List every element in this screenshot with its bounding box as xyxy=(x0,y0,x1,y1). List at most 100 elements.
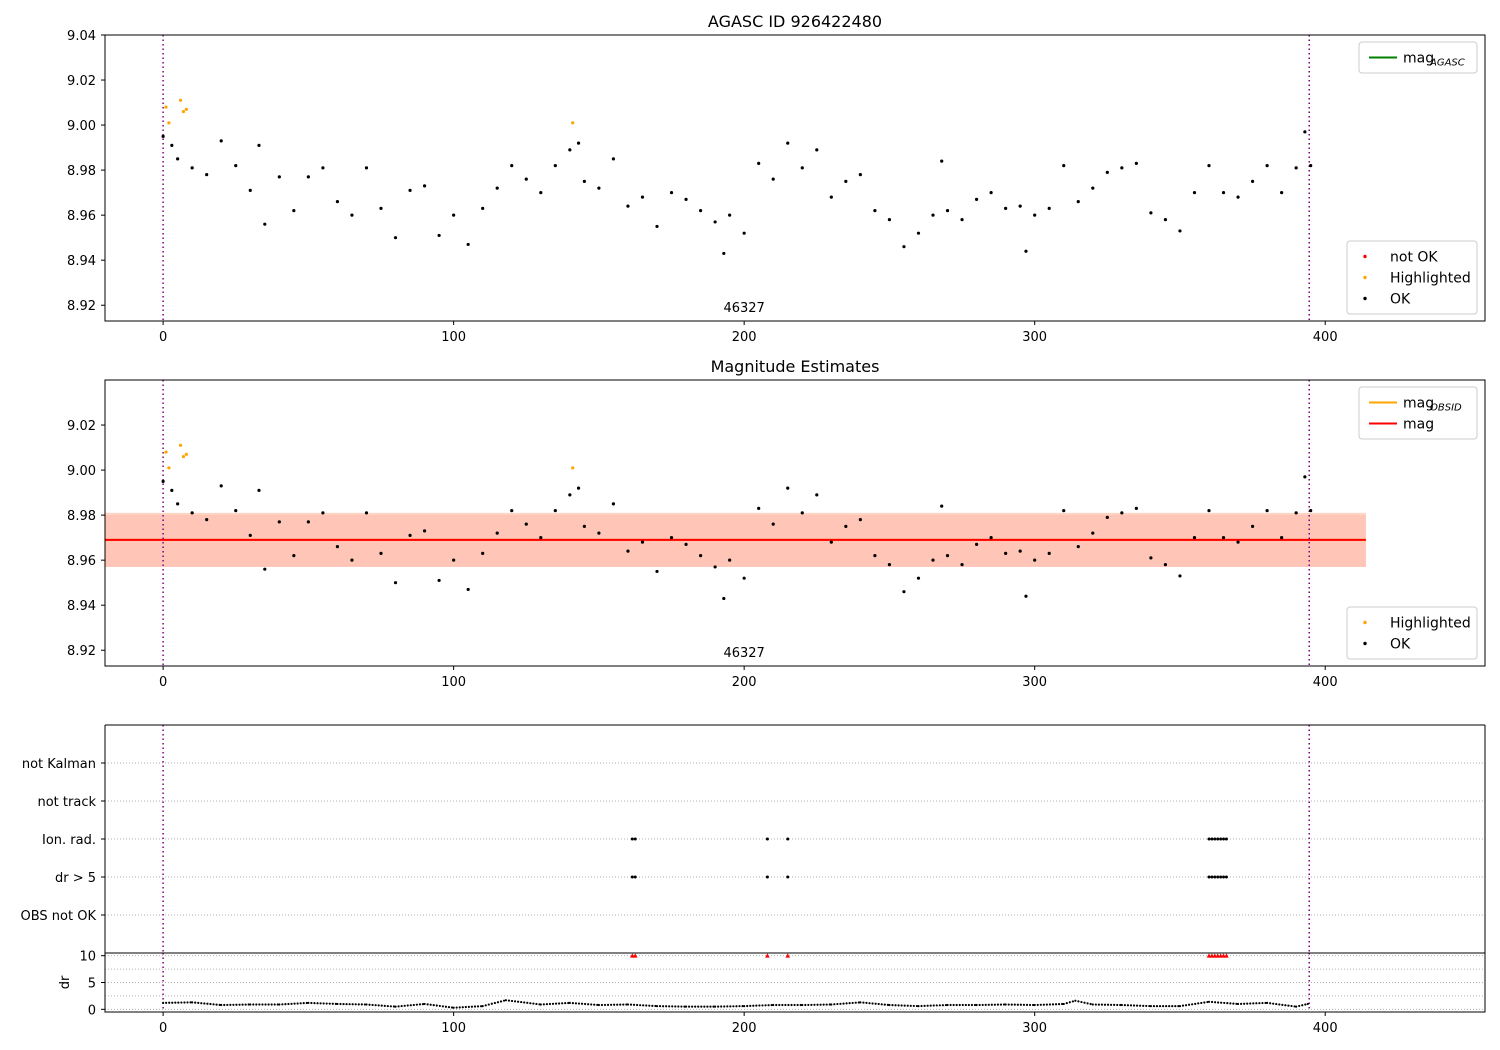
ok-point xyxy=(495,531,499,535)
dr-point xyxy=(177,1001,180,1004)
ok-point xyxy=(408,533,412,537)
legend-label: not OK xyxy=(1390,250,1438,266)
y-tick-label: 5 xyxy=(88,977,96,992)
flag-category-label: OBS not OK xyxy=(21,909,97,924)
dr-point xyxy=(392,1005,396,1008)
ok-point xyxy=(815,148,819,152)
flag-point xyxy=(1224,837,1228,841)
dr-point xyxy=(651,1004,654,1007)
dr-point xyxy=(816,1003,819,1006)
dr-point xyxy=(883,1003,886,1006)
ok-point xyxy=(940,504,944,508)
ok-point xyxy=(626,549,630,553)
dr-point xyxy=(900,1004,903,1007)
ok-point xyxy=(1178,574,1182,578)
dr-point xyxy=(1086,1002,1089,1005)
obsid-annotation: 46327 xyxy=(723,646,764,661)
dr-point xyxy=(758,1004,761,1007)
x-tick-label: 300 xyxy=(1022,675,1047,690)
ok-point xyxy=(940,159,944,163)
ok-point xyxy=(335,545,340,549)
ok-point xyxy=(1091,186,1095,190)
ok-point xyxy=(1105,515,1109,519)
dr-point xyxy=(270,1003,273,1006)
dr-point xyxy=(377,1004,380,1007)
dr-point xyxy=(476,1005,480,1008)
ok-point xyxy=(640,195,645,199)
dr-point xyxy=(975,1003,978,1007)
dr-point xyxy=(645,1004,648,1007)
ok-point xyxy=(1076,545,1080,549)
dr-point xyxy=(1214,1001,1217,1004)
dr-point xyxy=(212,1003,215,1006)
dr-point xyxy=(360,1003,363,1006)
dr-point xyxy=(1261,1001,1264,1005)
y-tick-label: 9.00 xyxy=(67,119,96,134)
ok-point xyxy=(1207,164,1211,168)
dr-point xyxy=(284,1003,287,1006)
dr-point xyxy=(796,1003,799,1007)
dr-point xyxy=(1298,1004,1301,1008)
ok-point xyxy=(582,179,586,183)
dr-point xyxy=(842,1002,845,1005)
dr-point xyxy=(891,1004,894,1007)
flag-point xyxy=(786,837,790,841)
dr-point xyxy=(1266,1001,1269,1004)
ok-point xyxy=(800,166,804,170)
ok-point xyxy=(510,164,514,168)
ok-point xyxy=(1250,179,1255,183)
dr-point xyxy=(561,1002,564,1005)
dr-point xyxy=(1197,1002,1200,1005)
dr-point xyxy=(955,1003,958,1007)
y-tick-label: 8.94 xyxy=(67,599,96,614)
ok-point xyxy=(887,563,892,567)
dr-point xyxy=(348,1003,351,1006)
dr-point xyxy=(244,1003,247,1006)
dr-point xyxy=(554,1002,558,1005)
ok-point xyxy=(335,200,340,204)
ok-point xyxy=(364,166,369,170)
highlighted-point xyxy=(164,105,168,109)
dr-point xyxy=(235,1003,238,1006)
ok-point xyxy=(379,206,383,211)
x-tick-label: 200 xyxy=(732,1021,757,1036)
dr-flagged-marker xyxy=(630,953,635,958)
dr-point xyxy=(535,1002,538,1006)
ok-point xyxy=(1018,204,1022,208)
highlighted-point xyxy=(181,109,186,114)
dr-point xyxy=(238,1003,241,1006)
dr-point xyxy=(738,1005,741,1008)
flag-point xyxy=(1216,837,1220,841)
dr-point xyxy=(993,1003,996,1006)
dr-point xyxy=(186,1001,189,1004)
dr-point xyxy=(706,1005,709,1008)
flag-point xyxy=(630,875,634,879)
legend-box xyxy=(1346,606,1478,660)
dr-point xyxy=(418,1003,422,1006)
dr-point xyxy=(600,1003,604,1007)
y-tick-label: 8.96 xyxy=(67,554,96,569)
chart-title: AGASC ID 926422480 xyxy=(708,12,882,31)
dr-point xyxy=(1177,1005,1180,1008)
dr-point xyxy=(507,999,511,1002)
dr-point xyxy=(862,1001,865,1004)
dr-point xyxy=(629,1003,633,1006)
ok-point xyxy=(713,565,717,569)
dr-point xyxy=(423,1002,426,1006)
dr-point xyxy=(894,1004,897,1007)
dr-point xyxy=(784,1003,787,1007)
dr-point xyxy=(677,1005,680,1008)
legend-dot-swatch xyxy=(1363,620,1367,625)
ok-point xyxy=(263,567,267,571)
ok-point xyxy=(190,511,194,515)
legend-dot-swatch xyxy=(1363,254,1367,259)
dr-point xyxy=(299,1002,302,1005)
dr-point xyxy=(191,1001,194,1004)
ok-point xyxy=(350,213,354,217)
dr-point xyxy=(293,1002,296,1005)
dr-point xyxy=(1057,1003,1061,1006)
ok-point xyxy=(306,175,310,179)
dr-point xyxy=(281,1003,284,1006)
highlighted-point xyxy=(571,121,575,125)
x-tick-label: 200 xyxy=(732,675,757,690)
